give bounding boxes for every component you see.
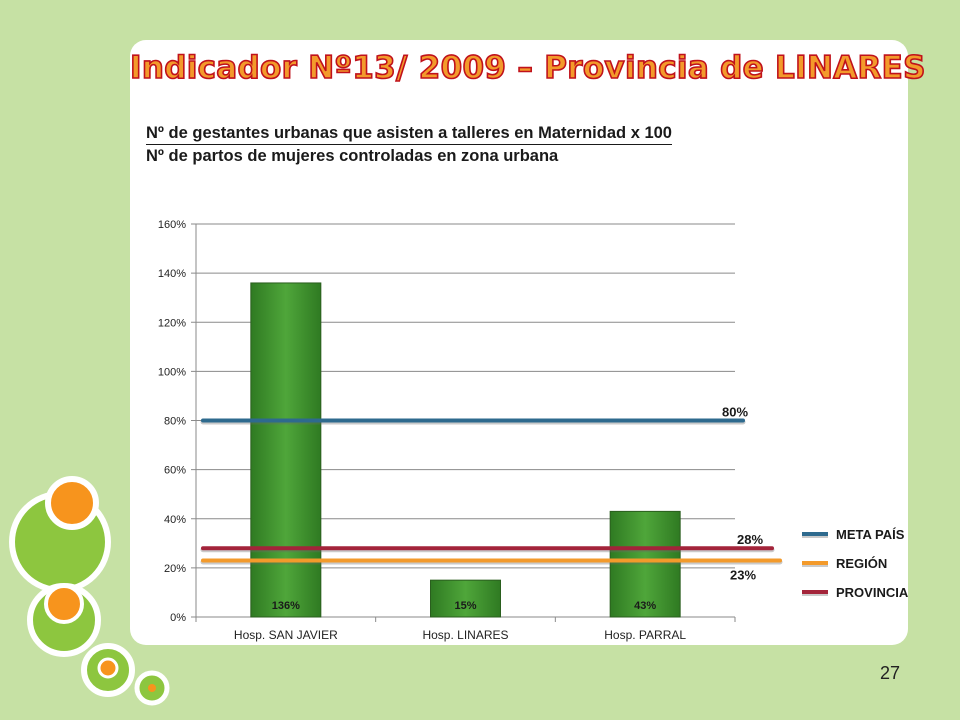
circle-icon [44,584,84,624]
legend-label: META PAÍS [836,527,905,542]
y-tick-label: 40% [164,514,186,526]
bar [430,579,501,618]
x-tick-label: Hosp. SAN JAVIER [234,628,338,642]
data-label: 136% [272,600,300,612]
reference-line-label: 28% [737,532,763,547]
reference-line-label: 80% [722,405,748,420]
data-label: 15% [454,600,476,612]
legend: META PAÍS REGIÓN PROVINCIA [802,527,909,600]
bar [250,282,322,618]
formula-numerator: Nº de gestantes urbanas que asisten a ta… [146,122,672,145]
bar [609,510,681,618]
axes: 0% 20% 40% 60% 80% 100% 120% 140% 160% Hosp. SAN … [158,219,736,642]
x-tick-label: Hosp. PARRAL [604,628,686,642]
circle-icon [97,657,119,679]
x-tick-label: Hosp. LINARES [422,628,508,642]
y-tick-label: 100% [158,366,186,378]
circle-icon [148,684,156,692]
bars: 136% 15% 43% [250,282,681,618]
y-tick-label: 140% [158,268,186,280]
reference-line-label: 23% [730,568,756,583]
reference-lines: 80% 23% 28% [200,405,783,583]
slide-title: Indicador Nº13/ 2009 – Provincia de LINA… [129,49,926,87]
circle-icon [45,476,99,530]
y-tick-label: 60% [164,465,186,477]
y-tick-label: 160% [158,219,186,231]
formula-denominator: Nº de partos de mujeres controladas en z… [146,147,559,165]
legend-label: PROVINCIA [836,585,909,600]
y-tick-label: 120% [158,317,186,329]
y-tick-label: 0% [170,612,186,624]
y-tick-label: 80% [164,416,186,428]
y-tick-label: 20% [164,563,186,575]
page-number: 27 [880,663,901,683]
indicator-formula: Nº de gestantes urbanas que asisten a ta… [146,122,672,167]
legend-label: REGIÓN [836,556,887,571]
data-label: 43% [634,600,656,612]
